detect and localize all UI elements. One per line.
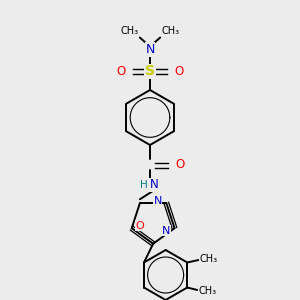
Text: CH₃: CH₃ xyxy=(120,26,138,36)
Text: N: N xyxy=(162,226,170,236)
Text: O: O xyxy=(136,221,144,231)
Text: CH₃: CH₃ xyxy=(198,286,216,296)
Text: O: O xyxy=(117,65,126,78)
Text: N: N xyxy=(153,196,162,206)
Text: O: O xyxy=(176,158,184,172)
Text: CH₃: CH₃ xyxy=(200,254,217,264)
Text: N: N xyxy=(145,43,155,56)
Text: S: S xyxy=(145,64,155,78)
Text: N: N xyxy=(150,178,159,191)
Text: O: O xyxy=(174,65,183,78)
Text: H: H xyxy=(140,180,148,190)
Text: CH₃: CH₃ xyxy=(162,26,180,36)
